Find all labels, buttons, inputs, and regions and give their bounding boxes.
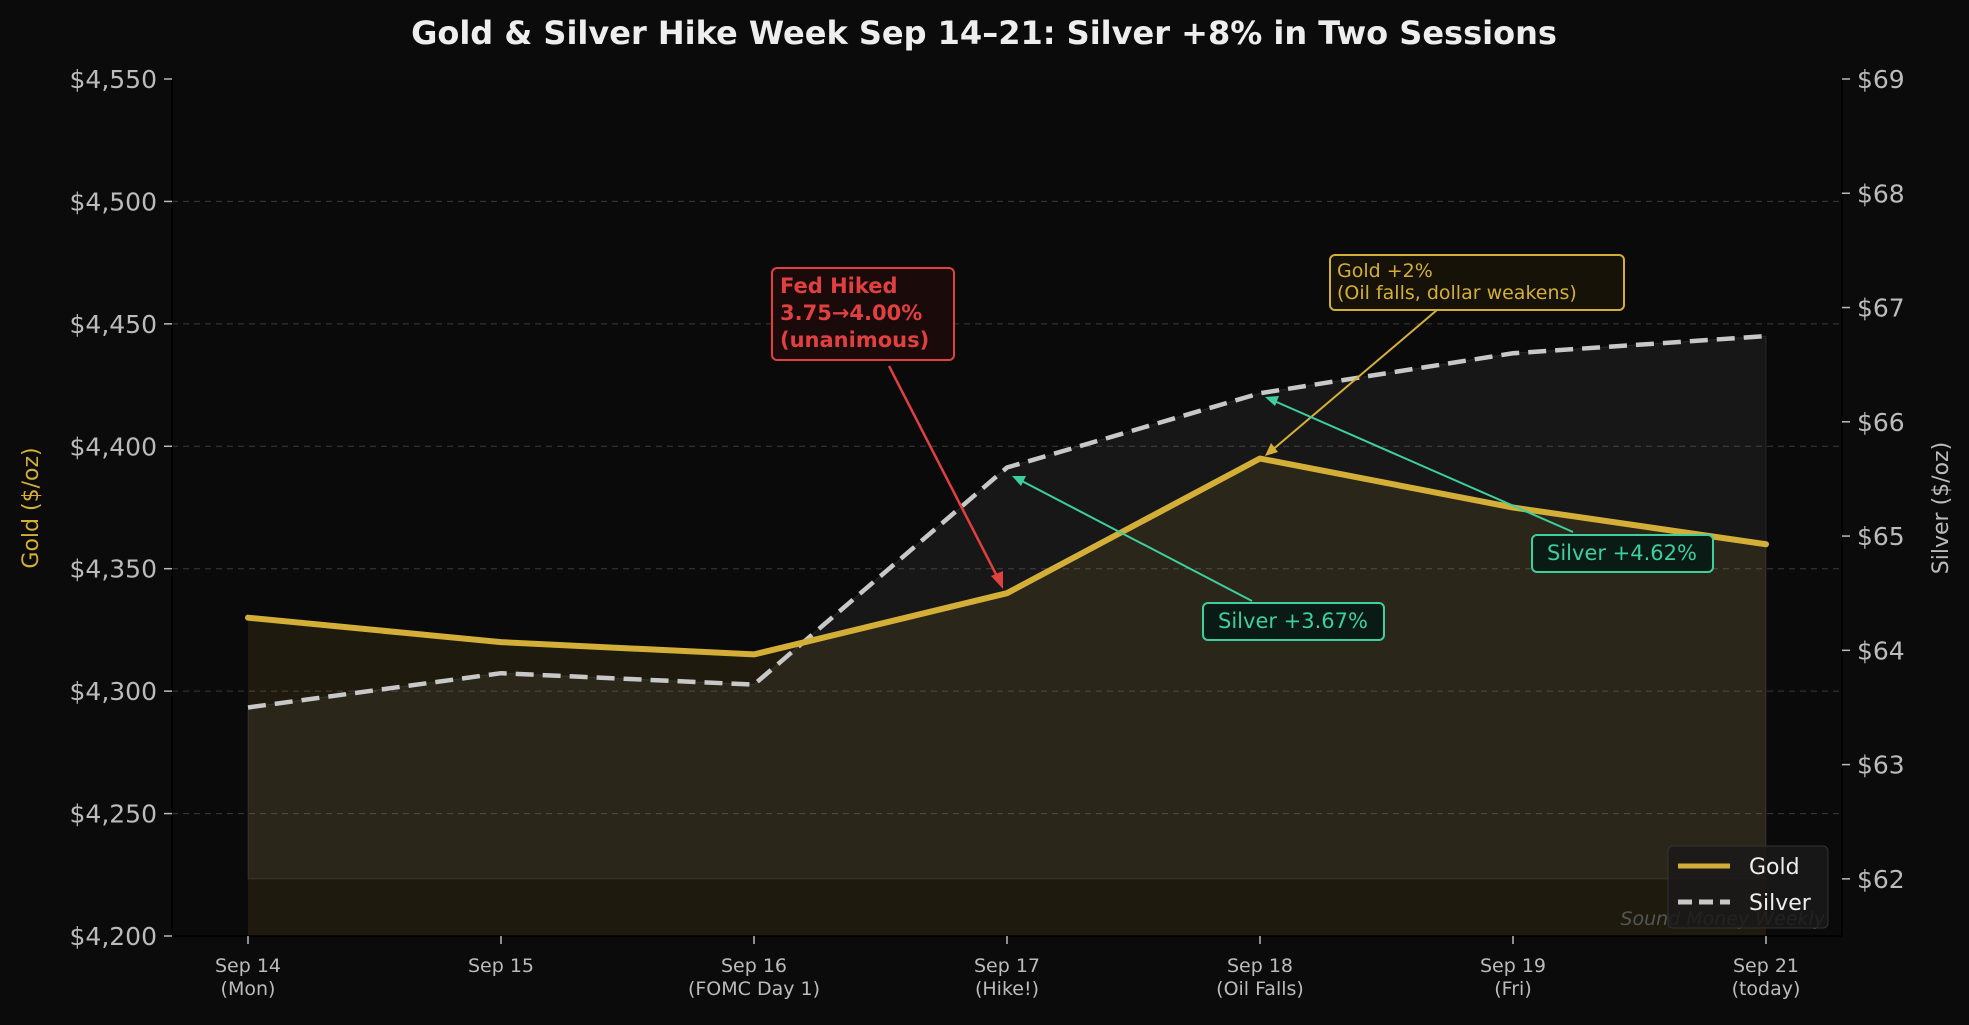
left-y-ticks: $4,200 $4,250 $4,300 $4,350 $4,400 $4,450 $4,5… xyxy=(70,65,172,951)
annotation-gold-gain: Gold +2% (Oil falls, dollar weakens) xyxy=(1265,254,1625,456)
right-tick-label: $69 xyxy=(1857,65,1905,94)
left-tick-label: $4,350 xyxy=(70,555,157,584)
annotation-silver-1-box xyxy=(1202,602,1385,641)
right-tick-label: $65 xyxy=(1857,522,1905,551)
left-tick-label: $4,500 xyxy=(70,187,157,216)
annotation-silver-1-arrow-line xyxy=(1017,478,1253,602)
annotation-gold-line-1: Gold +2% xyxy=(1337,260,1433,282)
annotation-fed-arrow-line xyxy=(887,365,1003,585)
x-tick-label: Sep 17 xyxy=(974,955,1040,977)
annotation-gold-line-2: (Oil falls, dollar weakens) xyxy=(1337,282,1577,304)
x-tick-sublabel: (Oil Falls) xyxy=(1216,978,1304,1000)
annotation-silver-1-text: Silver +3.67% xyxy=(1218,609,1368,633)
annotation-silver-2-arrowhead xyxy=(1265,396,1279,406)
annotation-silver-2: Silver +4.62% xyxy=(1265,396,1714,573)
annotation-silver-1-arrowhead xyxy=(1012,476,1026,486)
annotation-silver-1: Silver +3.67% xyxy=(1012,476,1385,641)
annotation-fed-line-3: (unanimous) xyxy=(780,328,929,352)
chart-title: Gold & Silver Hike Week Sep 14–21: Silve… xyxy=(411,14,1557,52)
x-tick-label: Sep 15 xyxy=(468,955,534,977)
right-tick-label: $67 xyxy=(1857,294,1905,323)
left-tick-label: $4,250 xyxy=(70,800,157,829)
annotation-silver-2-arrow-line xyxy=(1271,399,1574,533)
silver-series-line xyxy=(247,333,1767,710)
left-tick-label: $4,450 xyxy=(70,310,157,339)
annotation-fed-line-1: Fed Hiked xyxy=(780,274,898,298)
right-y-ticks: $62 $63 $64 $65 $66 $67 $68 $69 xyxy=(1842,65,1905,894)
x-tick-label: Sep 18 xyxy=(1227,955,1293,977)
annotation-fed-line-2: 3.75→4.00% xyxy=(780,301,922,325)
x-tick-sublabel: (FOMC Day 1) xyxy=(688,978,820,1000)
x-tick-label: Sep 14 xyxy=(215,955,281,977)
x-ticks: Sep 14(Mon) Sep 15 Sep 16(FOMC Day 1) Sep 1… xyxy=(215,936,1800,1000)
annotation-fed-arrowhead xyxy=(991,571,1003,589)
right-tick-label: $64 xyxy=(1857,636,1905,665)
left-tick-label: $4,550 xyxy=(70,65,157,94)
legend-gold-label: Gold xyxy=(1749,855,1800,880)
x-tick-sublabel: (today) xyxy=(1732,978,1801,1000)
right-tick-label: $63 xyxy=(1857,751,1905,780)
left-tick-label: $4,300 xyxy=(70,677,157,706)
y-axis-label-right: Silver ($/oz) xyxy=(1929,442,1954,574)
gold-area-fill xyxy=(248,458,1766,936)
annotation-gold-arrowhead xyxy=(1265,443,1278,456)
x-tick-label: Sep 16 xyxy=(721,955,787,977)
annotation-silver-2-box xyxy=(1531,534,1714,573)
x-tick-sublabel: (Mon) xyxy=(221,978,276,1000)
annotation-silver-2-text: Silver +4.62% xyxy=(1547,541,1697,565)
gold-series-line xyxy=(245,455,1769,658)
right-tick-label: $66 xyxy=(1857,408,1905,437)
annotation-fed-box xyxy=(771,267,955,361)
annotation-gold-arrow-line xyxy=(1269,309,1438,453)
left-tick-label: $4,200 xyxy=(70,922,157,951)
x-tick-label: Sep 19 xyxy=(1480,955,1546,977)
legend: Gold Silver xyxy=(1667,845,1829,929)
y-axis-label-left: Gold ($/oz) xyxy=(19,447,44,568)
x-tick-label: Sep 21 xyxy=(1733,955,1799,977)
series-lines xyxy=(245,333,1769,710)
x-tick-sublabel: (Fri) xyxy=(1494,978,1531,1000)
plot-background xyxy=(172,79,1842,936)
annotation-fed-hiked: Fed Hiked 3.75→4.00% (unanimous) xyxy=(771,267,1003,589)
right-tick-label: $62 xyxy=(1857,865,1905,894)
left-tick-label: $4,400 xyxy=(70,432,157,461)
legend-silver-label: Silver xyxy=(1749,891,1812,916)
right-tick-label: $68 xyxy=(1857,179,1905,208)
x-tick-sublabel: (Hike!) xyxy=(975,978,1039,1000)
annotation-gold-box xyxy=(1329,254,1625,311)
